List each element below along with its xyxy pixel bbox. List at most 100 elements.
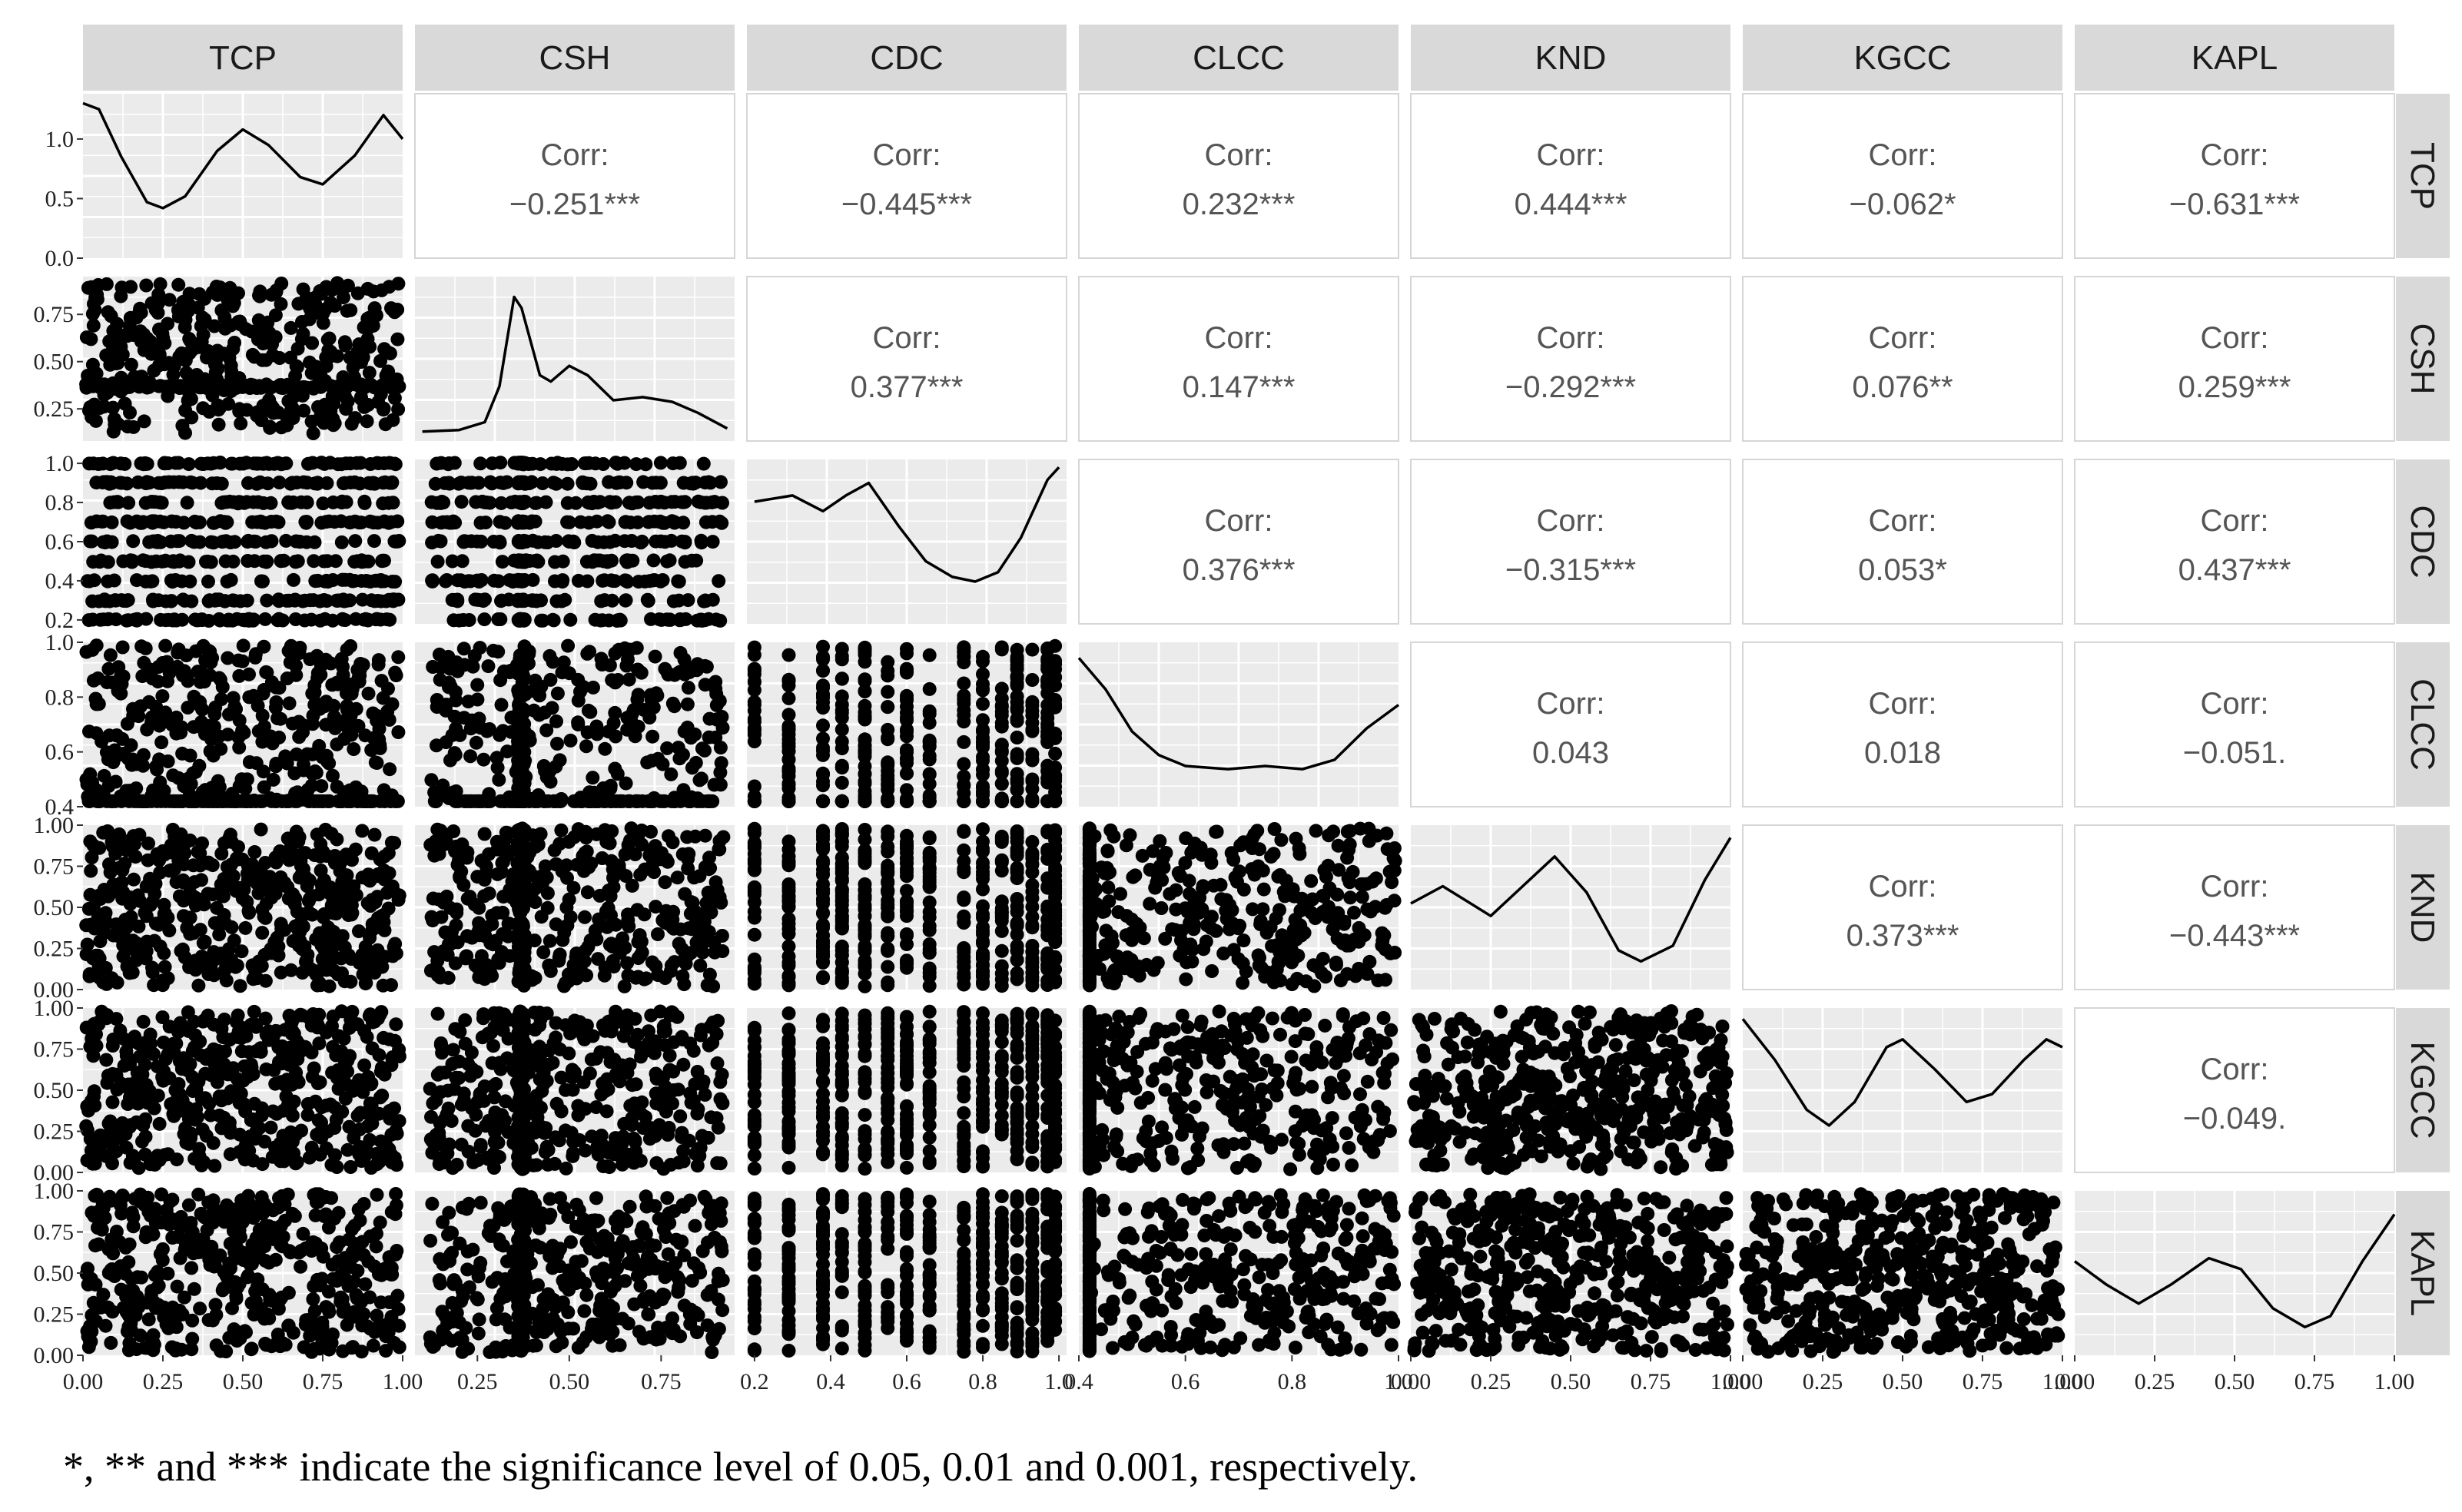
scatter-point (121, 496, 136, 510)
scatter-point (609, 917, 623, 932)
scatter-point (1025, 772, 1040, 787)
scatter-point (494, 496, 509, 510)
scatter-point (461, 695, 476, 709)
scatter-panel-tcp-cdc (80, 456, 406, 628)
scatter-point (597, 593, 612, 608)
scatter-point (922, 970, 937, 983)
scatter-point (266, 772, 280, 787)
scatter-point (881, 794, 895, 808)
scatter-point (318, 373, 332, 388)
scatter-point (456, 877, 471, 892)
scatter-point (1179, 972, 1193, 986)
scatter-point (139, 879, 154, 894)
scatter-point (994, 776, 1009, 791)
scatter-point (154, 735, 169, 750)
scatter-point (212, 592, 227, 607)
scatter-point (178, 320, 192, 334)
scatter-point (257, 516, 272, 530)
scatter-point (604, 496, 619, 510)
scatter-point (481, 659, 496, 674)
scatter-point (636, 475, 651, 489)
col-strip-knd (1411, 25, 1730, 91)
scatter-point (390, 332, 405, 346)
scatter-point (561, 638, 576, 653)
scatter-point (119, 613, 134, 628)
scatter-point (453, 728, 467, 742)
corr-label: Corr: (1869, 504, 1937, 538)
scatter-panel-tcp-knd (79, 822, 406, 993)
scatter-point (834, 649, 849, 664)
scatter-point (251, 724, 266, 738)
scatter-point (435, 495, 449, 509)
scatter-point (137, 414, 151, 429)
scatter-point (82, 967, 97, 981)
scatter-point (637, 972, 652, 986)
scatter-point (109, 728, 124, 743)
scatter-point (781, 976, 796, 990)
corr-panel-kgcc-csh: Corr:0.076** (1742, 276, 2063, 442)
scatter-point (176, 294, 191, 309)
scatter-point (922, 831, 937, 846)
scatter-point (183, 886, 197, 900)
scatter-point (153, 775, 168, 790)
scatter-point (957, 650, 971, 664)
scatter-point (900, 855, 914, 870)
row-strip-label-clcc: CLCC (2404, 678, 2441, 771)
scatter-point (483, 496, 497, 510)
scatter-point (994, 943, 1009, 958)
corr-label: Corr: (873, 321, 941, 355)
scatter-point (536, 476, 550, 490)
scatter-point (316, 496, 330, 511)
scatter-point (858, 902, 872, 917)
scatter-point (747, 976, 761, 991)
scatter-point (390, 794, 405, 808)
scatter-point (1370, 828, 1384, 843)
scatter-point (657, 794, 672, 808)
scatter-point (563, 612, 578, 627)
scatter-point (513, 515, 528, 529)
scatter-point (195, 310, 210, 325)
scatter-point (501, 917, 516, 931)
scatter-point (470, 592, 485, 607)
scatter-point (549, 594, 564, 608)
scatter-point (131, 475, 145, 489)
scatter-panel-csh-clcc (415, 638, 735, 808)
scatter-point (1010, 966, 1024, 980)
col-strip-label-kgcc: KGCC (1853, 39, 1951, 77)
scatter-point (1048, 760, 1063, 774)
scatter-point (714, 756, 728, 771)
scatter-point (350, 554, 364, 569)
scatter-point (354, 784, 369, 799)
scatter-point (364, 846, 379, 860)
corr-value: −0.315*** (1505, 553, 1636, 587)
scatter-point (900, 953, 914, 968)
scatter-point (258, 973, 273, 988)
scatter-point (242, 906, 257, 920)
scatter-point (88, 303, 102, 317)
scatter-point (196, 669, 211, 684)
scatter-point (425, 573, 440, 588)
scatter-point (254, 822, 268, 837)
scatter-point (619, 515, 633, 529)
scatter-point (319, 652, 333, 667)
scatter-point (343, 572, 357, 587)
scatter-point (781, 922, 796, 937)
scatter-point (172, 534, 187, 549)
scatter-point (621, 794, 635, 808)
scatter-point (900, 743, 914, 758)
scatter-point (183, 910, 197, 925)
scatter-point (327, 299, 342, 313)
scatter-point (247, 350, 262, 364)
scatter-point (151, 534, 165, 548)
scatter-point (221, 728, 235, 742)
scatter-point (781, 648, 796, 662)
corr-value: 0.018 (1864, 736, 1941, 770)
scatter-point (388, 457, 403, 472)
scatter-point (305, 456, 320, 470)
scatter-point (287, 766, 302, 781)
scatter-point (306, 426, 320, 440)
scatter-point (105, 343, 120, 358)
scatter-point (217, 383, 231, 397)
density-panel-clcc-clcc (1077, 642, 1400, 807)
scatter-point (511, 476, 526, 490)
